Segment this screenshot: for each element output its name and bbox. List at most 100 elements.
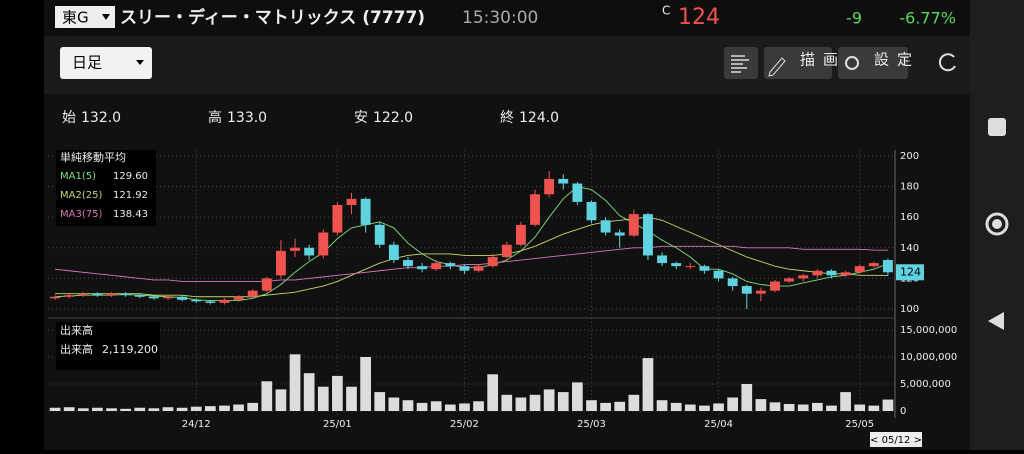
volume-title: 出来高 <box>60 323 93 337</box>
volume-bar <box>840 392 851 411</box>
legend-name: MA1(5) <box>60 171 96 182</box>
candle-body <box>544 178 555 195</box>
settings-label: 設定 <box>874 51 920 69</box>
volume-bar <box>219 405 230 411</box>
volume-bar <box>656 400 668 411</box>
price-tag <box>896 264 924 281</box>
candle-body <box>741 286 752 294</box>
volume-bar <box>642 358 654 411</box>
candle-body <box>685 266 696 268</box>
candle-body <box>530 194 540 225</box>
ohlc-value: 122.0 <box>373 110 413 126</box>
x-tick-label: 24/12 <box>182 419 211 430</box>
indicator-button[interactable] <box>724 47 758 79</box>
volume-bar <box>204 406 216 411</box>
volume-bar <box>882 399 894 411</box>
volume-bar <box>699 405 710 411</box>
header-bg <box>44 0 970 36</box>
candle-body <box>346 198 357 205</box>
period-select[interactable] <box>60 47 152 79</box>
volume-bar <box>515 397 527 411</box>
candle-body <box>247 290 258 297</box>
x-tick-label: 25/02 <box>450 419 479 430</box>
volume-legend-value: 2,119,200 <box>102 343 158 356</box>
volume-bar <box>120 408 132 411</box>
y-tick-label: 180 <box>900 182 919 193</box>
volume-legend-name: 出来高 <box>60 342 93 356</box>
nav-home-dot <box>992 219 1002 229</box>
volume-bar <box>797 404 809 411</box>
ma-line <box>55 216 888 298</box>
candle-body <box>120 293 131 296</box>
legend-name: MA3(75) <box>60 209 102 220</box>
candle-body <box>205 301 216 303</box>
candle-body <box>487 256 498 267</box>
candle-body <box>883 260 893 273</box>
candle-body <box>770 281 780 291</box>
volume-bar <box>77 408 89 411</box>
price: 124 <box>678 5 720 30</box>
candle-body <box>374 224 385 245</box>
close-mark: C <box>662 4 670 18</box>
settings-button[interactable] <box>838 47 908 79</box>
volume-bar <box>572 382 583 411</box>
nav-home[interactable] <box>985 212 1009 236</box>
time: 15:30:00 <box>462 8 538 28</box>
x-tick-label: 25/03 <box>577 419 606 430</box>
candle-body <box>868 263 879 267</box>
candle-body <box>148 296 159 299</box>
volume-bar <box>289 354 301 411</box>
draw-button[interactable] <box>764 47 832 79</box>
volume-tick-label: 10,000,000 <box>900 352 957 363</box>
volume-bar <box>783 403 795 411</box>
change: -9 <box>846 9 862 28</box>
volume-bar <box>684 404 696 411</box>
volume-bar <box>190 406 202 411</box>
volume-bar <box>727 397 739 411</box>
volume-bar <box>332 375 343 411</box>
dropdown-arrow <box>136 60 144 65</box>
x-tick-label: 25/04 <box>704 419 733 430</box>
candle-body <box>233 296 244 300</box>
volume-bar <box>614 401 626 411</box>
candle-body <box>558 178 569 184</box>
candle-body <box>290 247 300 251</box>
candle-body <box>572 183 583 202</box>
nav-back[interactable] <box>988 312 1004 330</box>
volume-bar <box>769 402 781 411</box>
volume-bar <box>106 408 117 411</box>
volume-bar <box>261 381 273 411</box>
candle-body <box>657 255 668 264</box>
candle-body <box>318 232 329 256</box>
nav-recent[interactable] <box>988 118 1006 136</box>
volume-bar <box>402 400 414 411</box>
market-select[interactable] <box>55 6 115 28</box>
volume-bar <box>303 373 315 411</box>
pencil-icon <box>768 57 786 77</box>
candle-body <box>92 293 103 296</box>
x-tick-label: 25/05 <box>845 419 874 430</box>
candle-body <box>671 263 682 267</box>
y-tick-label: 100 <box>900 304 919 315</box>
candle-body <box>50 296 60 299</box>
volume-bar <box>670 402 682 411</box>
candle-body <box>177 296 188 300</box>
dropdown-arrow <box>102 14 110 20</box>
x-tick-label: 25/01 <box>323 419 352 430</box>
period: 日足 <box>72 54 102 72</box>
volume-bar <box>543 389 555 411</box>
cursor-date-bg <box>870 432 922 447</box>
volume-tick-label: 0 <box>900 406 906 417</box>
refresh-button[interactable] <box>938 53 956 72</box>
ohlc-value: 133.0 <box>227 110 267 126</box>
candle-body <box>388 244 399 261</box>
volume-bar <box>854 404 866 411</box>
candle-body <box>854 266 865 273</box>
change-pct: -6.77% <box>899 9 956 28</box>
volume-bar <box>826 405 837 411</box>
volume-bar <box>459 403 470 411</box>
volume-bar <box>360 357 371 411</box>
candle-body <box>219 299 230 303</box>
cursor-date: < 05/12 > <box>870 435 922 446</box>
stock-name: スリー・ディー・マトリックス (7777) <box>120 7 425 28</box>
